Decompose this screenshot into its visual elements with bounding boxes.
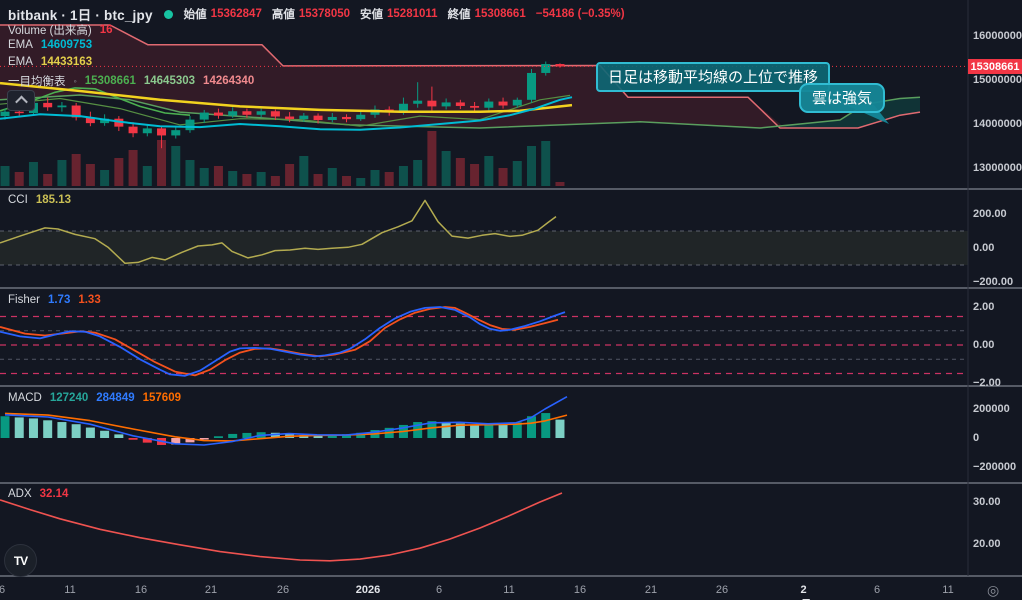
- time-axis-label: 11: [503, 584, 515, 596]
- ichimoku-value-2: 14645303: [143, 75, 196, 87]
- annotation-trend-note[interactable]: 日足は移動平均線の上位で推移: [596, 62, 831, 92]
- macd-label: MACD: [8, 392, 42, 404]
- close-value: 15308661: [474, 8, 526, 20]
- price-axis-label: 200000: [973, 403, 1010, 415]
- time-axis-label: 11: [942, 584, 954, 596]
- ichimoku-source-icon[interactable]: ◦: [73, 76, 77, 86]
- time-axis-label: 11: [64, 584, 76, 596]
- price-axis-label: 2.00: [973, 301, 995, 313]
- macd-signal-value: 157609: [142, 392, 181, 404]
- time-axis-label: 21: [644, 584, 658, 596]
- macd-hist-value: 127240: [49, 392, 89, 404]
- close-label: 終値: [447, 9, 471, 21]
- market-status-icon: [163, 9, 173, 19]
- price-axis-label: 14000000: [973, 118, 1022, 130]
- time-axis-label: 6: [873, 584, 881, 596]
- pane-collapse-button[interactable]: [7, 90, 35, 111]
- last-price-badge: 15308661: [968, 59, 1022, 74]
- legend-cci[interactable]: CCI 185.13: [8, 194, 71, 206]
- legend-fisher[interactable]: Fisher 1.73 1.33: [8, 294, 101, 306]
- time-axis-label: 2026: [355, 584, 381, 596]
- low-label: 安値: [360, 9, 384, 21]
- fisher-value-2: 1.33: [78, 294, 101, 306]
- time-axis-label: 6: [435, 584, 443, 596]
- open-value: 15362847: [210, 8, 262, 20]
- cci-value: 185.13: [35, 194, 71, 206]
- price-axis-label: 13000000: [973, 162, 1022, 174]
- time-axis-settings-icon[interactable]: ◎: [987, 582, 1000, 598]
- ichimoku-label: 一目均衡表: [8, 76, 66, 88]
- high-label: 高値: [271, 9, 295, 21]
- open-label: 始値: [183, 9, 207, 21]
- legend-macd[interactable]: MACD 127240 284849 157609: [8, 392, 181, 404]
- price-axis-label: 0.00: [973, 242, 995, 254]
- adx-value: 32.14: [39, 488, 69, 500]
- price-axis-label: 0.00: [973, 339, 995, 351]
- price-axis-label: 30.00: [973, 496, 1001, 508]
- ema-fast-label: EMA: [8, 39, 33, 51]
- ema-fast-value: 14609753: [40, 39, 93, 51]
- annotation-cloud-note[interactable]: 雲は強気: [799, 83, 886, 113]
- ema-slow-value: 14433163: [40, 56, 93, 68]
- symbol-title[interactable]: bitbank · 1日 · btc_jpy: [8, 8, 153, 23]
- price-axis-label: −200.00: [973, 276, 1014, 288]
- price-axis-label: 15000000: [973, 74, 1022, 86]
- fisher-value-1: 1.73: [47, 294, 71, 306]
- ema-slow-label: EMA: [8, 56, 33, 68]
- time-axis-label: 16: [573, 584, 587, 596]
- symbol-header[interactable]: bitbank · 1日 · btc_jpy 始値 15362847 高値 1537…: [8, 4, 631, 24]
- macd-line-value: 284849: [96, 392, 135, 404]
- time-axis-label: 26: [715, 584, 729, 596]
- price-axis-label: 200.00: [973, 208, 1007, 220]
- price-axis-label: 0: [973, 432, 980, 444]
- legend-ema-fast[interactable]: EMA 14609753: [8, 39, 92, 51]
- time-axis-label: 16: [134, 584, 148, 596]
- ohlc-row: 始値 15362847 高値 15378050 安値 15281011 終値 15308…: [184, 6, 631, 22]
- legend-ichimoku[interactable]: 一目均衡表 ◦ 15308661 14645303 14264340: [8, 73, 254, 89]
- adx-label: ADX: [8, 488, 32, 500]
- ichimoku-value-1: 15308661: [84, 75, 136, 87]
- time-axis-label: 2月: [800, 584, 812, 600]
- price-axis-label: 16000000: [973, 30, 1022, 42]
- legend-volume[interactable]: Volume (出来高) 16: [8, 22, 113, 38]
- tradingview-logo[interactable]: TV: [4, 544, 37, 577]
- price-axis-label: 20.00: [973, 538, 1001, 550]
- legend-adx[interactable]: ADX 32.14: [8, 488, 68, 500]
- volume-label: Volume (出来高): [8, 25, 92, 37]
- cci-label: CCI: [8, 194, 28, 206]
- time-axis-label: 26: [276, 584, 290, 596]
- time-axis-label: 21: [204, 584, 218, 596]
- time-axis-label: 6: [0, 584, 6, 596]
- price-axis-label: −200000: [973, 461, 1017, 473]
- ichimoku-value-3: 14264340: [203, 75, 255, 87]
- change-value: −54186 (−0.35%): [535, 8, 625, 20]
- chevron-up-icon: [14, 95, 28, 109]
- legend-ema-slow[interactable]: EMA 14433163: [8, 56, 92, 68]
- high-value: 15378050: [298, 8, 351, 20]
- low-value: 15281011: [387, 8, 438, 20]
- price-axis-label: −2.00: [973, 377, 1001, 389]
- volume-value: 16: [99, 24, 113, 36]
- fisher-label: Fisher: [8, 294, 40, 306]
